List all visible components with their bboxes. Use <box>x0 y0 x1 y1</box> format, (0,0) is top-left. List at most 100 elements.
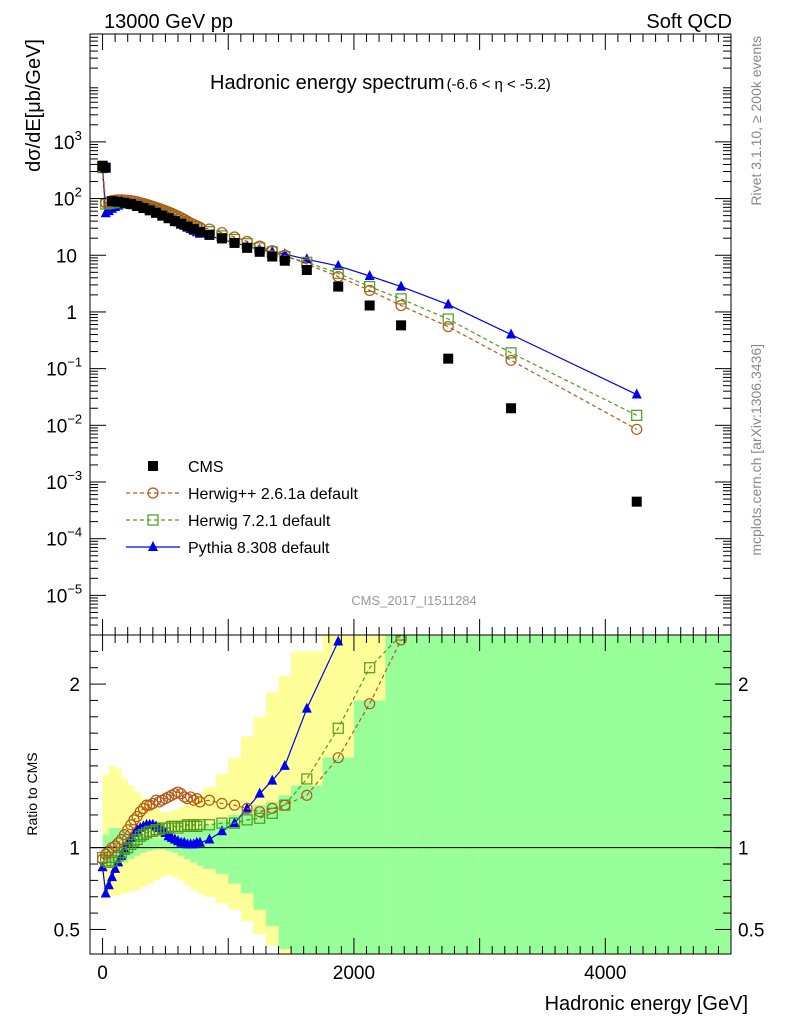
point-cms <box>254 246 265 257</box>
ratio-point-herwig7 <box>112 850 124 862</box>
header-right: Soft QCD <box>646 11 732 33</box>
ratio-bands <box>102 635 731 954</box>
ratio-line-herwigpp <box>102 639 402 860</box>
y-tick-base: 10 <box>46 530 67 551</box>
y-tick-label: 1 <box>66 303 77 324</box>
ratio-point-pythia <box>204 833 215 844</box>
point-cms <box>631 496 642 507</box>
point-cms <box>176 218 187 229</box>
ratio-point-herwigpp <box>254 806 266 818</box>
point-herwigpp <box>505 354 517 366</box>
y-tick-label: 10 <box>56 246 77 267</box>
y-tick-base: 10 <box>46 416 67 437</box>
y-tick-label: 102 <box>53 185 81 211</box>
main-ylabel: dσ/dE[μb/GeV] <box>23 39 45 172</box>
ratio-y-tick-label: 2 <box>69 675 80 696</box>
ratio-y-tick-label-right: 1 <box>738 839 749 860</box>
ratio-ylabel: Ratio to CMS <box>24 752 40 835</box>
ratio-y-tick-label: 0.5 <box>54 920 80 941</box>
legend-entry-herwigpp: Herwig++ 2.6.1a default <box>126 486 358 503</box>
legend-marker <box>147 487 159 499</box>
band-inner <box>265 801 280 927</box>
band-inner <box>353 700 386 954</box>
ratio-point-pythia <box>100 887 111 898</box>
ratio-point-herwig7 <box>241 814 253 826</box>
ratio-point-herwigpp <box>266 802 278 815</box>
ratio-point-herwigpp <box>137 802 150 815</box>
ratio-marks <box>90 635 731 954</box>
main-title-text: Hadronic energy spectrum <box>210 72 445 94</box>
point-cms <box>113 196 124 207</box>
rivet-label: Rivet 3.1.10, ≥ 200k events <box>748 36 764 206</box>
ratio-point-herwig7 <box>364 662 376 674</box>
ratio-point-herwig7 <box>228 817 241 829</box>
watermark: CMS_2017_I1511284 <box>351 593 477 608</box>
ratio-series-herwig7 <box>96 635 407 868</box>
point-cms <box>216 233 227 244</box>
legend-label: Herwig 7.2.1 default <box>188 513 331 530</box>
legend-entry-cms: CMS <box>148 459 224 476</box>
ratio-point-pythia <box>216 825 227 836</box>
ratio-series <box>96 635 407 898</box>
band-inner <box>228 814 242 884</box>
x-tick-label: 0 <box>97 963 108 984</box>
point-cms <box>242 242 253 253</box>
y-tick-base: 10 <box>53 133 74 154</box>
ratio-axes: 0.5 0.5 1 1 2 2 0 2000 4000 <box>54 635 764 984</box>
band-inner <box>291 785 324 954</box>
series-herwig7 <box>96 161 643 421</box>
y-tick-label: 10−5 <box>46 581 82 607</box>
legend: CMS Herwig++ 2.6.1a default Herwig 7.2.1 d… <box>126 459 358 557</box>
legend-entry-pythia: Pythia 8.308 default <box>126 540 330 557</box>
y-tick-base: 10 <box>53 190 74 211</box>
y-tick-label: 103 <box>53 128 81 154</box>
ratio-point-pythia <box>229 817 240 828</box>
point-cms <box>204 229 215 240</box>
point-herwigpp <box>395 299 407 312</box>
band-inner <box>278 795 292 950</box>
series-line-herwigpp <box>102 167 637 430</box>
point-cms <box>100 162 111 173</box>
y-tick-base: 10 <box>46 473 67 494</box>
y-tick-exponent: 3 <box>75 128 82 143</box>
main-title-suffix: (-6.6 < η < -5.2) <box>447 76 551 93</box>
y-tick-exponent: −4 <box>67 525 82 540</box>
ratio-point-herwigpp <box>128 814 140 826</box>
legend-label: Pythia 8.308 default <box>188 540 330 557</box>
ratio-point-herwig7 <box>301 773 313 785</box>
point-pythia <box>364 270 375 281</box>
point-cms <box>163 213 174 224</box>
ratio-point-pythia <box>254 787 265 798</box>
ratio-point-pythia <box>301 702 312 713</box>
ratio-frame <box>89 634 732 955</box>
band-outer <box>102 774 110 894</box>
point-cms <box>396 320 407 331</box>
series-herwigpp <box>96 162 643 435</box>
ratio-point-herwigpp <box>184 791 197 803</box>
point-herwig7 <box>505 347 517 359</box>
y-tick-exponent: −3 <box>67 468 82 483</box>
ratio-point-herwig7 <box>188 819 200 831</box>
band-inner <box>159 837 166 850</box>
band-inner <box>322 757 355 954</box>
legend-marker <box>147 514 159 526</box>
ratio-plot: 0.5 0.5 1 1 2 2 0 2000 4000 Ratio to CMS Hadroni… <box>24 634 764 1015</box>
series-pythia <box>97 163 642 399</box>
legend-label: CMS <box>188 459 224 476</box>
band-inner <box>385 635 418 954</box>
point-pythia <box>506 328 517 339</box>
legend-entry-herwig7: Herwig 7.2.1 default <box>126 513 331 530</box>
point-herwig7 <box>395 293 407 305</box>
ratio-point-herwigpp <box>228 799 241 811</box>
point-cms <box>301 264 312 275</box>
ratio-point-herwig7 <box>191 820 203 833</box>
ratio-point-pythia <box>279 759 290 770</box>
y-tick-label: 10−1 <box>46 355 82 381</box>
point-cms <box>364 300 375 311</box>
ratio-point-herwig7 <box>332 722 344 734</box>
mcplots-label: mcplots.cern.ch [arXiv:1306.3436] <box>748 344 764 556</box>
ratio-point-herwigpp <box>395 635 407 646</box>
band-inner <box>479 635 543 954</box>
